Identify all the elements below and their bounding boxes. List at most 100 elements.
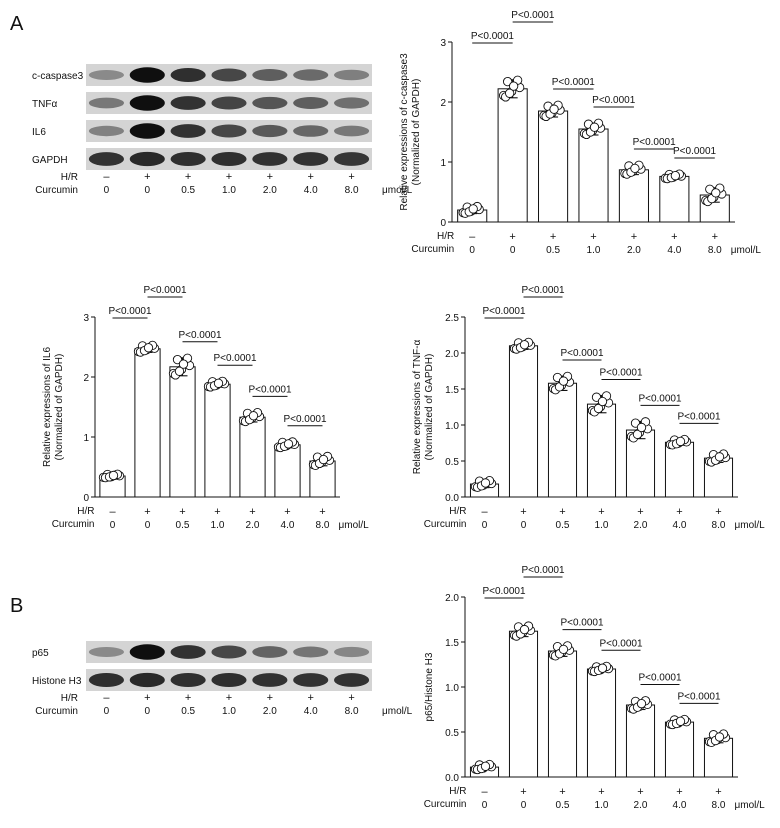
x-tick-label: 1.0 xyxy=(587,245,601,256)
p-value-label: P<0.0001 xyxy=(213,353,257,364)
x-tick-label: 0 xyxy=(521,800,527,811)
x-tick-label: 1.0 xyxy=(595,800,609,811)
lane-curcumin-label: 4.0 xyxy=(304,706,318,717)
lane-hr-label: + xyxy=(348,692,354,704)
x-tick-label: 2.0 xyxy=(634,520,648,531)
x-tick-label: 0.5 xyxy=(176,520,190,531)
blot-band xyxy=(252,673,288,687)
x-tick-label: 0 xyxy=(482,800,488,811)
lane-hr-label: + xyxy=(185,692,191,704)
band-label: TNFα xyxy=(32,99,57,110)
blot-band xyxy=(334,97,370,109)
p-value-label: P<0.0001 xyxy=(143,285,187,296)
lane-hr-label: + xyxy=(307,171,313,183)
blot-band xyxy=(170,96,206,110)
hr-row-label: H/R xyxy=(449,786,466,797)
data-point xyxy=(558,376,569,386)
data-point xyxy=(178,359,189,369)
unit-label: μmol/L xyxy=(735,520,766,531)
hr-tick-label: + xyxy=(631,231,637,243)
blot-band xyxy=(211,124,247,138)
blot-band xyxy=(252,96,288,110)
data-point xyxy=(519,624,530,635)
p-value-label: P<0.0001 xyxy=(638,673,682,684)
data-point xyxy=(589,122,600,132)
y-tick-label: 0.5 xyxy=(445,728,459,739)
p-value-label: P<0.0001 xyxy=(638,393,682,404)
hr-tick-label: – xyxy=(481,786,488,798)
y-tick-label: 0 xyxy=(83,493,89,504)
hr-row-label: H/R xyxy=(61,172,78,183)
hr-tick-label: + xyxy=(598,786,604,798)
blot-band xyxy=(129,95,165,111)
bar xyxy=(618,169,649,223)
blot-band xyxy=(129,151,165,167)
x-tick-label: 1.0 xyxy=(595,520,609,531)
lane-curcumin-label: 0 xyxy=(104,706,110,717)
band-label: IL6 xyxy=(32,127,46,138)
unit-label: μmol/L xyxy=(382,706,413,717)
bar xyxy=(508,630,539,778)
hr-tick-label: + xyxy=(550,231,556,243)
data-point xyxy=(630,163,640,174)
hr-row-label: H/R xyxy=(449,506,466,517)
lane-curcumin-label: 0 xyxy=(145,706,151,717)
curcumin-row-label: Curcumin xyxy=(424,799,467,810)
unit-label: μmol/L xyxy=(339,520,370,531)
lane-hr-label: + xyxy=(267,692,273,704)
y-tick-label: 2.5 xyxy=(445,313,459,324)
data-point xyxy=(636,699,647,709)
data-point xyxy=(480,478,491,488)
curcumin-row-label: Curcumin xyxy=(35,706,78,717)
lane-curcumin-label: 0.5 xyxy=(181,185,195,196)
y-tick-label: 1.0 xyxy=(445,683,459,694)
lane-curcumin-label: 0 xyxy=(145,185,151,196)
y-axis-title: (Normalized of GAPDH) xyxy=(424,354,435,461)
unit-label: μmol/L xyxy=(735,800,766,811)
bar xyxy=(578,128,609,223)
blot-band xyxy=(170,645,206,659)
blot-band xyxy=(129,644,165,660)
p-value-label: P<0.0001 xyxy=(482,586,526,597)
curcumin-row-label: Curcumin xyxy=(35,185,78,196)
x-tick-label: 0 xyxy=(145,520,151,531)
data-point xyxy=(593,403,604,414)
y-tick-label: 0.5 xyxy=(445,457,459,468)
y-tick-label: 3 xyxy=(440,38,446,49)
x-tick-label: 8.0 xyxy=(316,520,330,531)
data-point xyxy=(468,204,478,214)
blot-band xyxy=(293,673,329,687)
hr-tick-label: + xyxy=(671,231,677,243)
curcumin-row-label: Curcumin xyxy=(411,244,454,255)
hr-tick-label: + xyxy=(284,506,290,518)
x-tick-label: 0.5 xyxy=(556,520,570,531)
blot-band xyxy=(170,672,206,688)
blot-band xyxy=(88,69,124,81)
y-tick-label: 2 xyxy=(440,98,446,109)
p-value-label: P<0.0001 xyxy=(552,77,596,88)
data-point xyxy=(508,81,519,91)
bar xyxy=(239,416,266,498)
x-tick-label: 0 xyxy=(510,245,516,256)
band-label: p65 xyxy=(32,648,49,659)
x-tick-label: 4.0 xyxy=(673,800,687,811)
lane-hr-label: – xyxy=(103,171,110,183)
x-tick-label: 2.0 xyxy=(634,800,648,811)
western-blot-b: p65 Histone H3 – 0 +0 +0.5 +1.0 +2.0 +4.0 +8.0 H/R… xyxy=(32,641,413,717)
blot-band xyxy=(334,125,370,137)
blot-band xyxy=(211,151,247,167)
hr-tick-label: + xyxy=(637,506,643,518)
y-tick-label: 0 xyxy=(440,218,446,229)
hr-tick-label: + xyxy=(712,231,718,243)
lane-hr-label: + xyxy=(307,692,313,704)
data-point xyxy=(480,761,491,771)
data-point xyxy=(283,439,294,449)
data-point xyxy=(597,396,608,407)
x-tick-label: 4.0 xyxy=(667,245,681,256)
hr-row-label: H/R xyxy=(61,693,78,704)
p-value-label: P<0.0001 xyxy=(633,137,677,148)
blot-band xyxy=(88,97,124,109)
bar xyxy=(497,88,528,223)
panel-label-a: A xyxy=(10,13,24,35)
